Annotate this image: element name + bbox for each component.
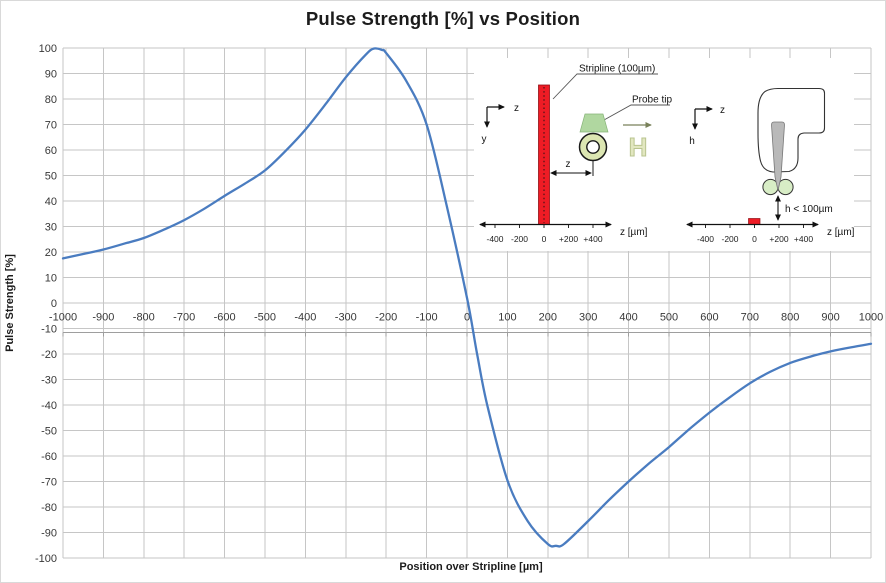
mini-tick-label: +400 <box>583 234 602 244</box>
y-tick-label: 30 <box>45 221 57 233</box>
stripline-callout-line <box>552 73 658 100</box>
x-tick-label: -300 <box>335 312 357 324</box>
y-tick-label: -20 <box>41 349 57 361</box>
tick-labels: -1000 -900 -800 -700 -600 -500 -400 -300 -200 -10… <box>35 43 883 565</box>
x-axis-line <box>62 332 872 337</box>
y-tick-label: -40 <box>41 400 57 412</box>
mini-tick-label: +400 <box>794 234 813 244</box>
x-tick-label: -100 <box>416 312 438 324</box>
x-tick-label: 200 <box>539 312 557 324</box>
inset-front-view: z y Stripline (100µm) Probe tip z H <box>479 64 672 244</box>
y-tick-label: 70 <box>45 119 57 131</box>
gap-h-label: h < 100µm <box>785 204 833 215</box>
stripline-bar <box>538 84 550 225</box>
y-tick-label: -50 <box>41 425 57 437</box>
stripline-callout-label: Stripline (100µm) <box>579 64 655 75</box>
h-field-symbol: H <box>629 132 648 162</box>
mini-tick-label: -400 <box>697 234 714 244</box>
x-axis-title: Position over Stripline [µm] <box>399 561 543 573</box>
mini-tick-label: 0 <box>752 234 757 244</box>
distance-z-label: z <box>566 159 571 170</box>
x-tick-label: 0 <box>464 312 470 324</box>
x-tick-label: 900 <box>821 312 839 324</box>
y-tick-label: 60 <box>45 145 57 157</box>
y-tick-label: -80 <box>41 502 57 514</box>
y-tick-label: 80 <box>45 94 57 106</box>
x-tick-label: 800 <box>781 312 799 324</box>
y-tick-label: 90 <box>45 68 57 80</box>
x-tick-label: -400 <box>294 312 316 324</box>
y-tick-label: -70 <box>41 476 57 488</box>
probe-ring-inner <box>586 140 600 154</box>
x-tick-label: -500 <box>254 312 276 324</box>
x-tick-label: 1000 <box>859 312 883 324</box>
axis-h-label: h <box>689 136 695 147</box>
probe-callout-label: Probe tip <box>632 95 672 106</box>
x-tick-label: 700 <box>741 312 759 324</box>
x-tick-label: -1000 <box>49 312 77 324</box>
x-tick-label: -900 <box>92 312 114 324</box>
x-tick-label: 400 <box>619 312 637 324</box>
mini-tick-label: -200 <box>721 234 738 244</box>
x-tick-label: -800 <box>133 312 155 324</box>
y-tick-label: 50 <box>45 170 57 182</box>
y-tick-label: 40 <box>45 196 57 208</box>
mini-tick-label: -400 <box>486 234 503 244</box>
axis-z-label: z <box>720 105 725 116</box>
y-tick-label: 10 <box>45 272 57 284</box>
probe-tip-gray <box>771 121 785 191</box>
y-tick-label: -30 <box>41 374 57 386</box>
x-tick-label: 100 <box>498 312 516 324</box>
probe-neck <box>579 113 609 133</box>
x-tick-label: 600 <box>700 312 718 324</box>
y-tick-label: -90 <box>41 527 57 539</box>
mini-tick-label: 0 <box>542 234 547 244</box>
probe-callout-line <box>603 104 670 121</box>
y-tick-label: -10 <box>41 323 57 335</box>
inset-side-view: z h h < 100µm z [µm] -400 -200 0 +200 +400 <box>686 87 855 244</box>
x-tick-label: 300 <box>579 312 597 324</box>
y-tick-label: -60 <box>41 451 57 463</box>
y-axis-title: Pulse Strength [%] <box>4 254 16 352</box>
y-tick-label: 0 <box>51 298 57 310</box>
y-tick-label: 20 <box>45 247 57 259</box>
x-tick-label: -200 <box>375 312 397 324</box>
x-tick-label: -700 <box>173 312 195 324</box>
mini-tick-label: +200 <box>769 234 788 244</box>
mini-tick-label: +200 <box>559 234 578 244</box>
chart-title: Pulse Strength [%] vs Position <box>305 8 581 29</box>
x-tick-label: 500 <box>660 312 678 324</box>
mini-tick-label: -200 <box>511 234 528 244</box>
y-tick-label: -100 <box>35 553 57 565</box>
stripline-edge <box>748 218 761 225</box>
y-tick-label: 100 <box>39 43 57 55</box>
pulse-strength-curve <box>61 47 873 548</box>
x-tick-label: -600 <box>214 312 236 324</box>
axis-y-label: y <box>482 134 487 145</box>
mini-axis-left-unit: z [µm] <box>620 227 648 238</box>
mini-axis-right-unit: z [µm] <box>827 227 855 238</box>
axis-z-label: z <box>514 103 519 114</box>
